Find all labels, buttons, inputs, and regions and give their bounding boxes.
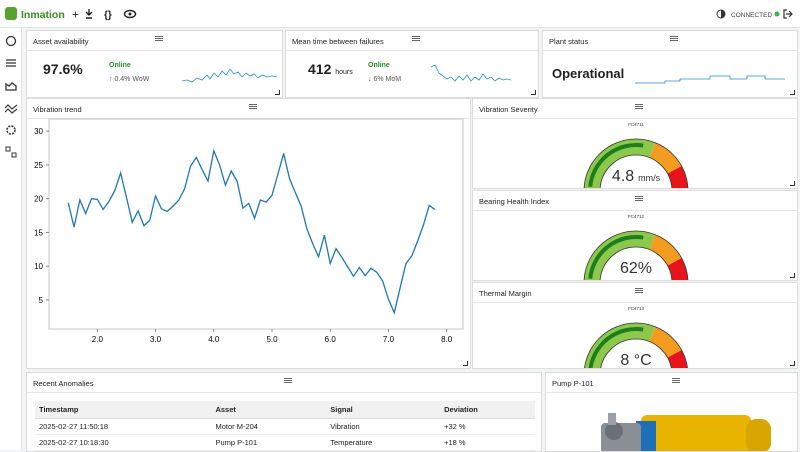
pump-image — [601, 413, 771, 451]
panel-title: Recent Anomalies — [27, 373, 541, 393]
gauge-band — [648, 234, 682, 267]
gauge: FC4712 62% — [583, 214, 689, 280]
gauge-value: 8 °C — [620, 352, 651, 369]
gauge-number: 4.8 — [612, 168, 634, 185]
y-tick-label: 10 — [34, 262, 43, 271]
header-icons: Inmation + {} CONNECTED — [5, 7, 793, 22]
gauge-band — [584, 231, 656, 280]
table-cell: Pump P-101 — [211, 434, 327, 451]
y-tick-label: 5 — [39, 296, 44, 305]
header: Inmation + {} CONNECTED — [0, 0, 800, 28]
panel-title: Asset availability — [27, 31, 282, 51]
x-tick-label: 3.0 — [150, 335, 162, 344]
svg-text:{}: {} — [104, 10, 112, 21]
table-cell: +32 % — [440, 418, 535, 435]
x-tick-label: 4.0 — [208, 335, 220, 344]
x-tick-label: 8.0 — [441, 335, 453, 344]
gauge-panel: Vibration Severity FC4711 4.8 mm/s — [472, 98, 798, 189]
status-steps — [635, 75, 785, 84]
gauge-band — [667, 257, 688, 280]
panel-title: Pump P-101 — [546, 373, 797, 393]
gauge-outline — [583, 230, 689, 280]
table-panel: Recent Anomalies Timestamp Asset Signal Dev… — [26, 372, 542, 452]
gauge-indicator — [588, 143, 644, 187]
line-series — [67, 148, 436, 315]
gauge-indicator — [588, 327, 644, 368]
table-cell: Motor M-204 — [211, 418, 327, 435]
gauge-panel: Thermal Margin FC4713 8 °C — [472, 282, 798, 369]
gauge-tag: FC4711 — [628, 122, 644, 127]
x-tick-label: 7.0 — [383, 335, 395, 344]
svg-text:+: + — [72, 8, 79, 22]
gauge-indicator — [588, 235, 644, 279]
gauge: FC4713 8 °C — [584, 306, 688, 369]
kpi-status: Online — [368, 62, 390, 69]
brand: Inmation — [21, 9, 65, 21]
gauge-tag: FC4713 — [628, 306, 645, 311]
gauge-panel: Bearing Health Index FC4712 62% — [472, 190, 798, 281]
gauge-tag: FC4712 — [628, 214, 645, 219]
gauge-number: 62% — [620, 260, 652, 277]
panel-title: Thermal Margin — [473, 283, 797, 303]
panel-title: Mean time between failures — [286, 31, 538, 51]
panel-title: Vibration trend — [27, 99, 470, 119]
gauge-outline — [584, 322, 688, 368]
kpi-panel: Plant status Operational — [542, 30, 798, 98]
y-tick-label: 25 — [34, 161, 43, 170]
chart-panel: Vibration trend 5 10 15 20 25 30 2.0 3.0 4.0 5.0 6… — [26, 98, 471, 369]
gauge-band — [667, 165, 688, 188]
x-tick-label: 6.0 — [325, 335, 337, 344]
gauge: FC4711 4.8 mm/s — [583, 122, 689, 188]
kpi-value: 412 hours — [308, 61, 353, 77]
table-row: 2025-02-27 11:50:18 Motor M-204 Vibration +… — [35, 418, 535, 435]
kpi-panel: Asset availability 97.6% Online ↑ 0.4% W… — [26, 30, 283, 98]
plot-frame — [48, 118, 464, 330]
sidebar-icons — [4, 35, 18, 158]
gauge-value: 4.8 mm/s — [612, 168, 661, 185]
gauge-band — [584, 323, 656, 368]
chart: 5 10 15 20 25 30 2.0 3.0 4.0 5.0 6.0 7.0 8.0 — [34, 118, 464, 344]
gauge-band — [584, 139, 656, 188]
kpi-status: Online — [109, 62, 131, 69]
sidebar — [0, 28, 22, 450]
y-tick-label: 15 — [34, 228, 43, 237]
table-cell: 2025-02-27 11:50:18 — [35, 418, 212, 435]
table-row: 2025-02-27 10:18:30 Pump P-101 Temperature… — [35, 434, 535, 451]
kpi-delta: ↓ 6% MoM — [368, 76, 402, 83]
column-header: Timestamp — [35, 401, 212, 419]
pump-panel: Pump P-101 — [545, 372, 798, 452]
gauge-band — [667, 349, 688, 368]
gauge-band — [648, 142, 682, 175]
panel-title: Bearing Health Index — [473, 191, 797, 211]
kpi-value: Operational — [552, 66, 625, 81]
table-cell: 2025-02-27 10:18:30 — [35, 434, 212, 451]
panel-title: Vibration Severity — [473, 99, 797, 119]
anomaly-table: Timestamp Asset Signal Deviation 2025-02-27 … — [35, 401, 535, 451]
gauge-value: 62% — [620, 260, 652, 277]
kpi-panel: Mean time between failures 412 hours Onl… — [285, 30, 539, 98]
sparkline — [182, 68, 277, 83]
column-header: Asset — [211, 401, 327, 419]
kpi-value: 97.6% — [43, 61, 83, 77]
table-cell: +18 % — [440, 434, 535, 451]
x-tick-label: 5.0 — [266, 335, 278, 344]
gauge-number: 8 °C — [620, 352, 651, 369]
connection-status: CONNECTED — [731, 12, 772, 19]
table-cell: Vibration — [326, 418, 441, 435]
column-header: Deviation — [440, 401, 535, 419]
column-header: Signal — [326, 401, 441, 419]
table-cell: Temperature — [326, 434, 441, 451]
gauge-unit: mm/s — [638, 173, 660, 183]
y-tick-label: 30 — [34, 127, 43, 136]
panel-title: Plant status — [543, 31, 797, 51]
sparkline — [431, 64, 511, 82]
gauge-outline — [583, 138, 689, 188]
kpi-delta: ↑ 0.4% WoW — [109, 76, 150, 83]
y-tick-label: 20 — [34, 195, 43, 204]
gauge-band — [648, 326, 682, 359]
x-tick-label: 2.0 — [92, 335, 104, 344]
